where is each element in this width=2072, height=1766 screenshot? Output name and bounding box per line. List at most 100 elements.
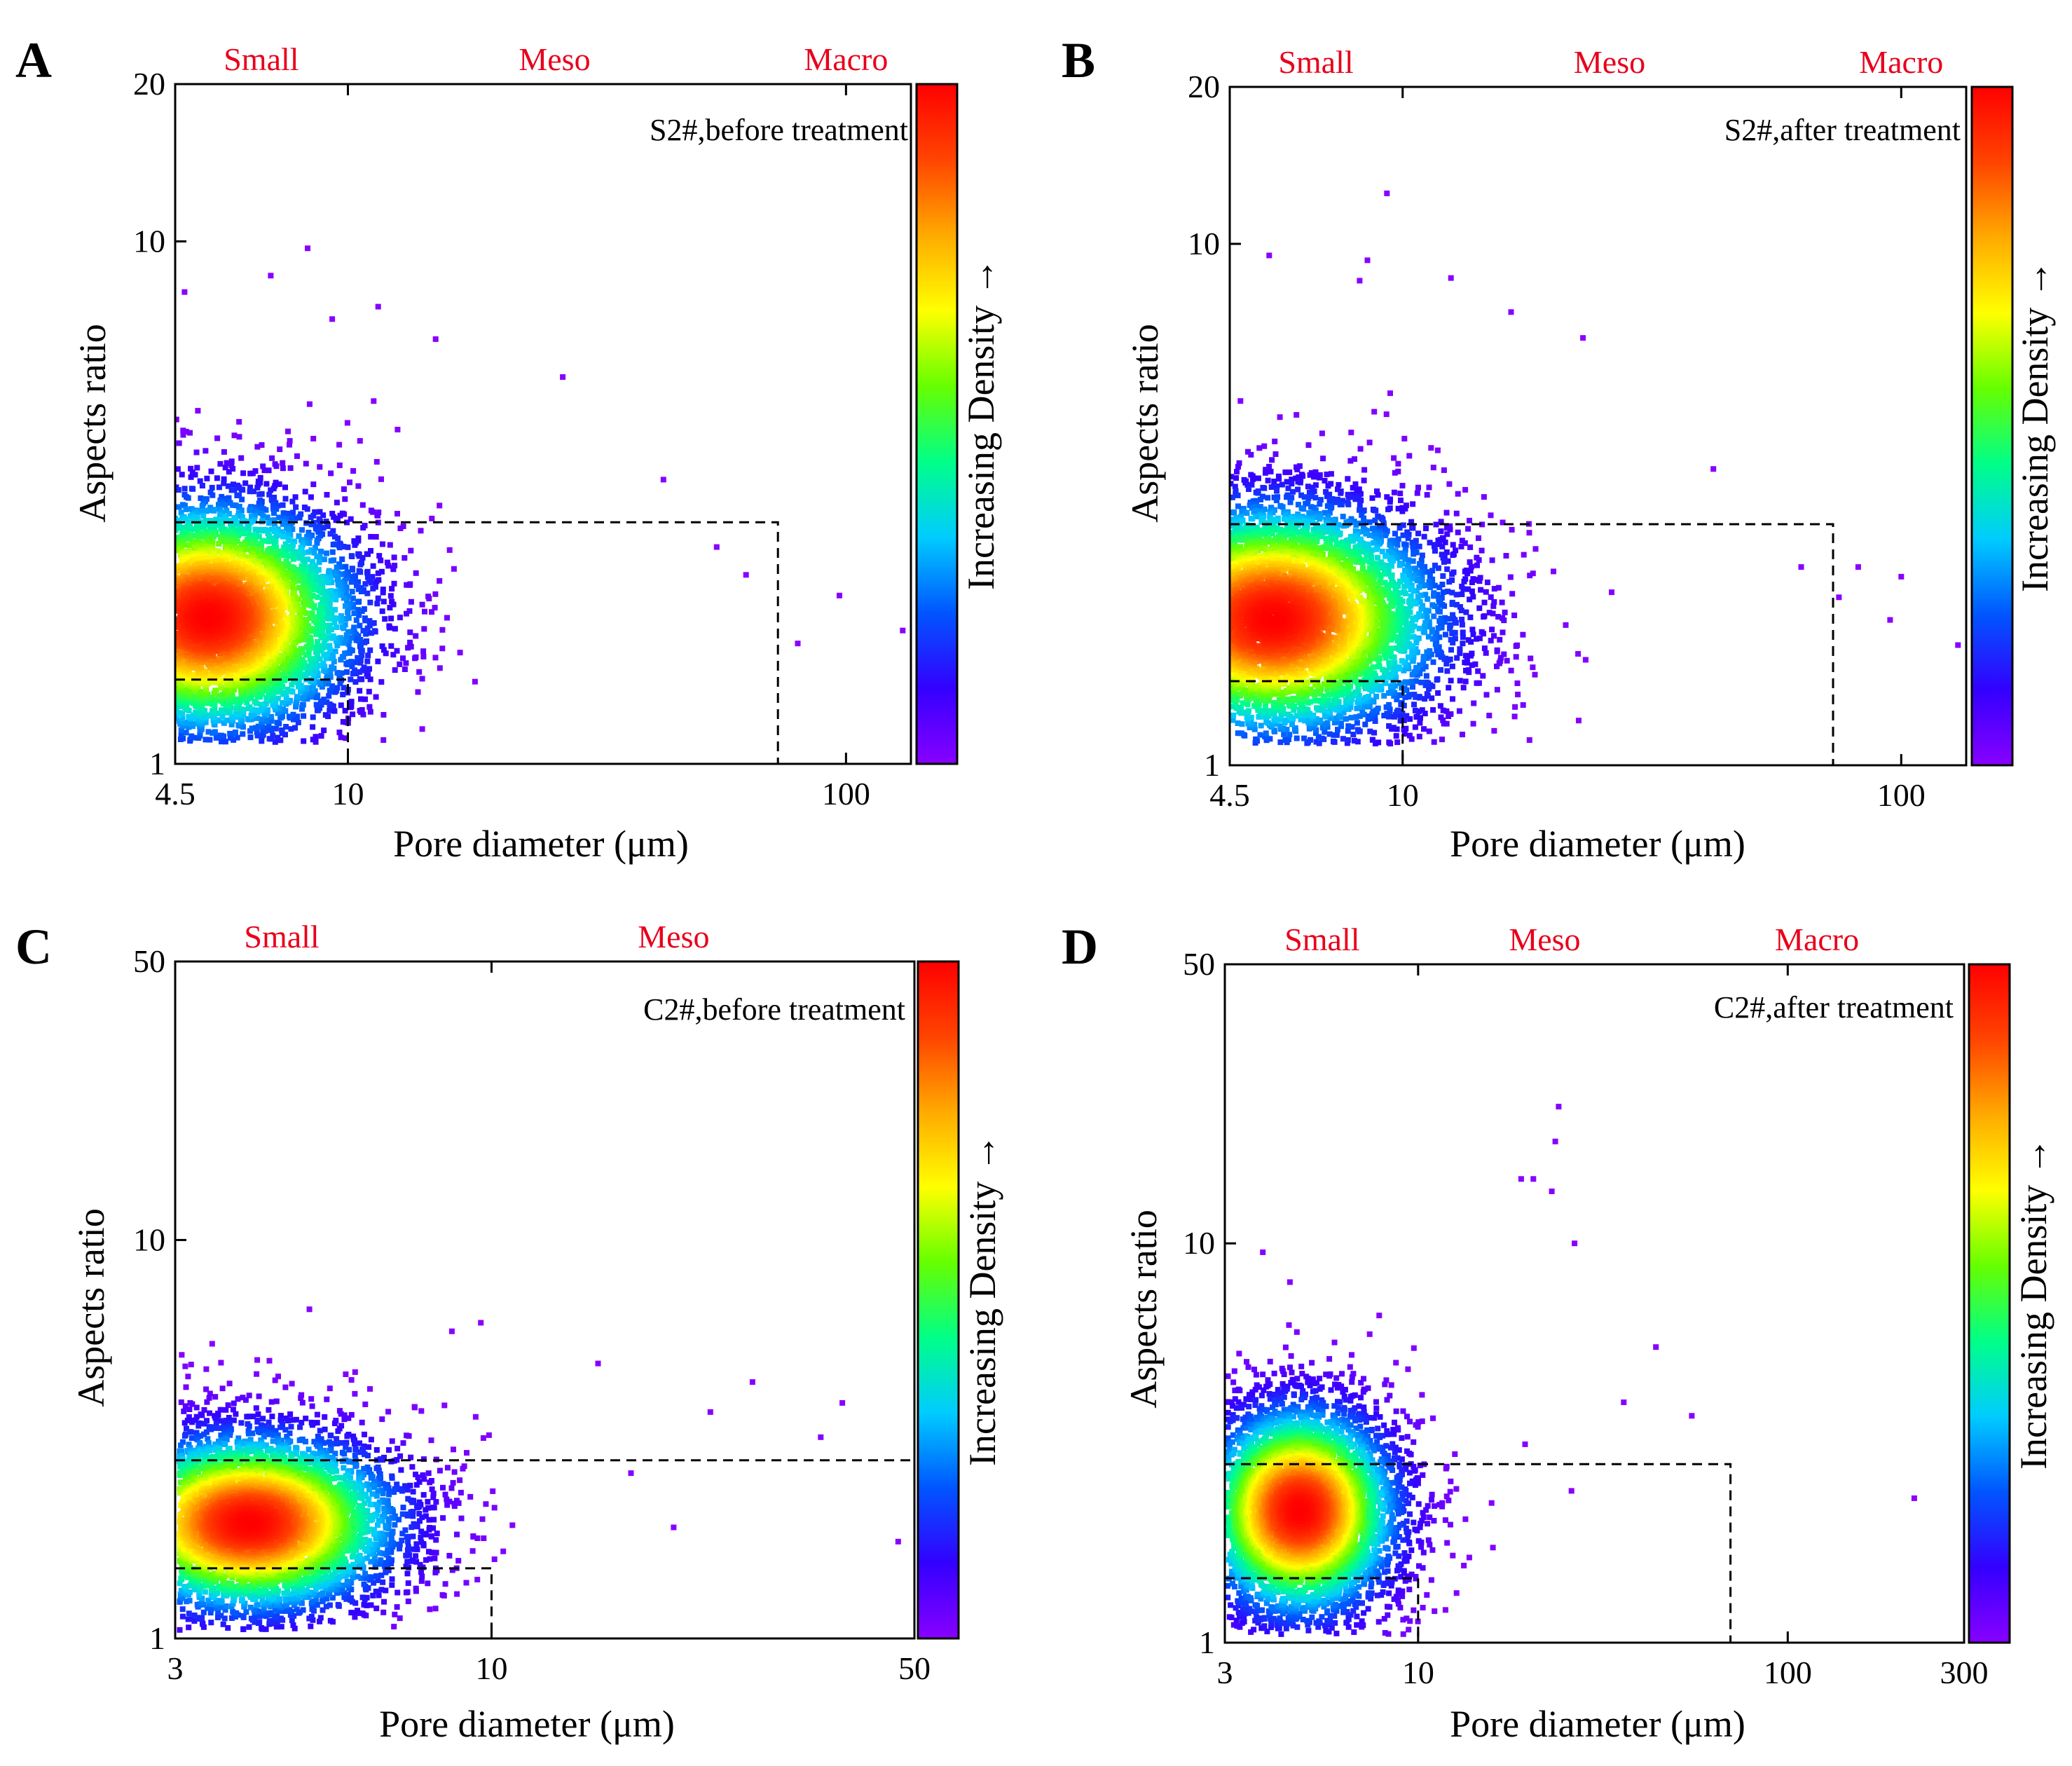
panel-b-point	[1495, 614, 1502, 620]
panel-b-point	[1489, 627, 1495, 633]
panel-b-point	[1418, 715, 1423, 721]
panel-b-point	[1256, 445, 1263, 451]
panel-b-point	[1391, 455, 1397, 461]
panel-b-point	[1383, 411, 1390, 418]
panel-a-point	[281, 582, 287, 588]
panel-b-point	[1450, 552, 1456, 559]
panel-a-point	[273, 463, 280, 470]
panel-b-point	[1443, 509, 1450, 516]
panel-a-point	[223, 718, 229, 723]
panel-a-point	[271, 510, 277, 516]
panel-a-point	[299, 542, 306, 548]
panel-a-point	[281, 577, 287, 583]
panel-a-point	[182, 516, 188, 522]
panel-a-point	[266, 623, 272, 629]
panel-a-point	[343, 591, 349, 597]
panel-a-point	[259, 738, 265, 744]
panel-b-point	[1503, 553, 1509, 559]
panel-a-point	[415, 689, 421, 695]
panel-b-point	[1462, 486, 1469, 493]
panel-a-point	[394, 427, 401, 432]
panel-a-point	[186, 713, 192, 720]
panel-a-point	[227, 520, 233, 526]
panel-a-point	[403, 660, 409, 666]
panel-a-point	[303, 460, 309, 467]
panel-b-point	[1457, 678, 1463, 684]
panel-a-point	[408, 598, 414, 605]
panel-a-point	[197, 543, 203, 549]
panel-a-point	[277, 714, 284, 720]
panel-a-point	[263, 655, 268, 662]
panel-a-point	[334, 564, 340, 570]
panel-b-point	[1328, 471, 1334, 477]
panel-a-point	[216, 664, 222, 670]
panel-a-point	[303, 644, 310, 650]
panel-a-point	[310, 592, 315, 598]
panel-b-point	[1361, 477, 1367, 484]
panel-b-point	[1459, 591, 1465, 597]
panel-b-point	[1390, 725, 1397, 731]
panel-a-point	[282, 600, 288, 605]
panel-a-point	[366, 704, 373, 710]
panel-a-point	[283, 546, 289, 552]
panel-a-point	[183, 429, 189, 434]
panel-a-point	[198, 726, 205, 732]
panel-a-point	[314, 540, 320, 546]
panel-a-point	[323, 636, 329, 642]
panel-a-point	[376, 553, 383, 559]
panel-a-point	[271, 540, 277, 547]
panel-a-point	[328, 470, 334, 477]
panel-a-point	[364, 570, 370, 576]
panel-b-point	[1397, 718, 1404, 724]
panel-a-point	[358, 648, 364, 654]
panel-a-point	[286, 653, 292, 659]
panel-a-point	[360, 627, 366, 634]
panel-a-point	[264, 584, 270, 591]
panel-b-point	[1384, 494, 1390, 500]
panel-a-point	[400, 523, 406, 529]
panel-a-point	[345, 641, 352, 648]
panel-a-point	[334, 685, 341, 691]
panel-b-point	[1345, 476, 1351, 482]
panel-a-point	[285, 538, 291, 544]
panel-a-point	[320, 512, 327, 519]
panel-a-point	[182, 602, 188, 608]
panel-a-point	[296, 514, 303, 521]
panel-a-point	[394, 648, 400, 654]
panel-b-point	[1393, 733, 1399, 739]
panel-a-point	[327, 603, 333, 608]
panel-b-point	[1441, 720, 1447, 727]
panel-a-point	[373, 534, 379, 540]
panel-a-point	[322, 602, 329, 608]
panel-a-point	[357, 708, 363, 714]
panel-a-point	[348, 699, 355, 705]
panel-a-region-box	[175, 678, 350, 764]
panel-a-point	[274, 552, 280, 557]
panel-b-point	[1446, 685, 1452, 691]
panel-a-point	[270, 683, 277, 690]
panel-a-point	[251, 559, 257, 565]
panel-b-point	[1576, 718, 1582, 724]
panel-b-point	[1449, 663, 1455, 669]
panel-a-point	[193, 716, 200, 723]
panel-a-point	[192, 659, 198, 666]
panel-a-point	[368, 548, 373, 554]
panel-a-point	[289, 498, 296, 505]
panel-a-point	[299, 592, 306, 598]
panel-a-point	[316, 523, 322, 530]
panel-b-point	[1414, 490, 1420, 496]
panel-a-point	[301, 692, 308, 699]
panel-a-point	[199, 642, 205, 648]
panel-a-point	[249, 542, 256, 548]
panel-a-region-label: Meso	[519, 41, 590, 77]
panel-a-point	[263, 717, 270, 723]
panel-b-point	[1249, 481, 1255, 488]
panel-a-point	[373, 578, 380, 584]
panel-a-point	[211, 714, 217, 720]
panel-a-point	[290, 591, 296, 597]
panel-b-point	[1497, 655, 1504, 661]
panel-b-point	[1311, 474, 1317, 480]
panel-b-point	[1474, 554, 1480, 561]
panel-b-point	[1312, 482, 1319, 488]
panel-b-point	[1344, 740, 1350, 746]
